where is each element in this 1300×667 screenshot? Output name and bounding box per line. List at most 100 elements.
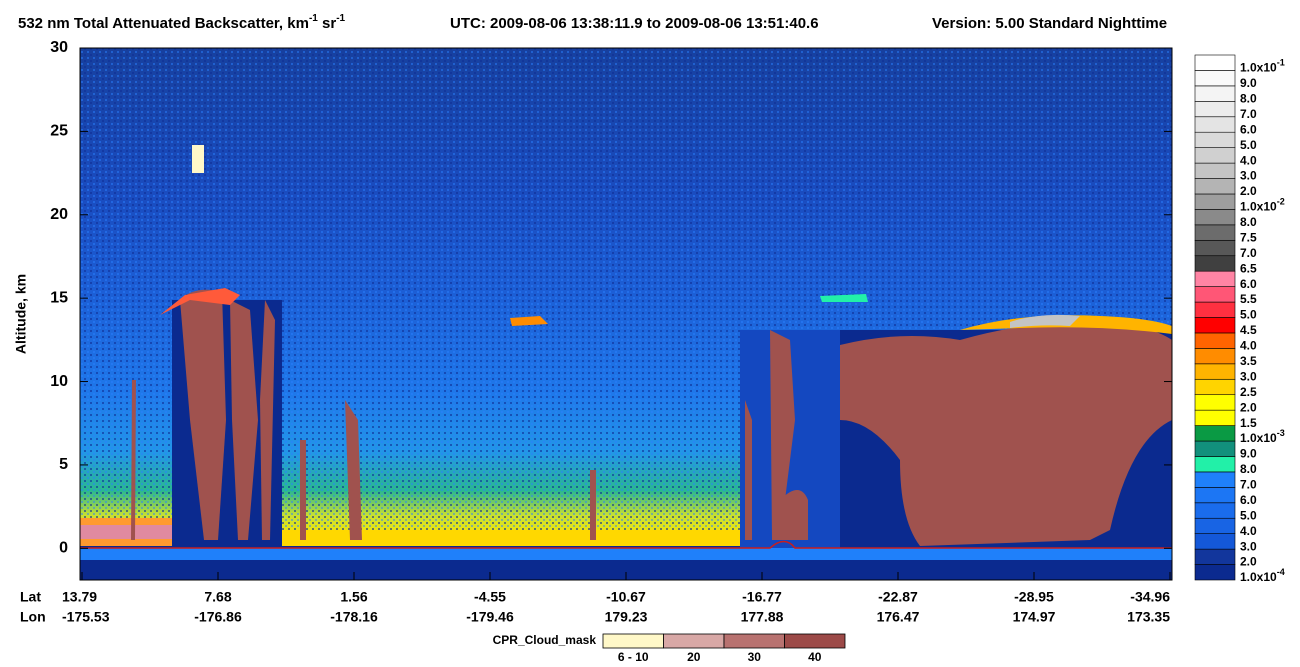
colorbar-box	[1194, 270, 1236, 287]
cloud-mask-box	[663, 633, 725, 649]
colorbar-box	[1194, 363, 1236, 380]
colorbar-box	[1194, 517, 1236, 534]
colorbar-box	[1194, 224, 1236, 241]
surface-layer	[80, 525, 180, 539]
colorbar-box	[1194, 487, 1236, 504]
colorbar-label: 9.0	[1240, 76, 1257, 90]
y-tick-label: 5	[59, 456, 68, 473]
colorbar-label: 2.0	[1240, 555, 1257, 569]
colorbar-box	[1194, 301, 1236, 318]
colorbar-label: 7.0	[1240, 107, 1257, 121]
colorbar-label: 8.0	[1240, 215, 1257, 229]
colorbar-label: 2.5	[1240, 385, 1257, 399]
colorbar-box	[1194, 286, 1236, 303]
colorbar-label: 1.0x10-3	[1240, 428, 1285, 445]
cloud-mask-box	[723, 633, 785, 649]
colorbar-box	[1194, 348, 1236, 365]
colorbar-label: 1.0x10-2	[1240, 197, 1285, 214]
colorbar-label: 5.0	[1240, 308, 1257, 322]
colorbar-label: 4.5	[1240, 323, 1257, 337]
colorbar-box	[1194, 209, 1236, 226]
x-tick-label: -22.87	[878, 589, 918, 605]
colorbar-label: 1.0x10-4	[1240, 567, 1285, 584]
colorbar-box	[1194, 409, 1236, 426]
y-tick-label: 15	[50, 289, 68, 306]
colorbar-box	[1194, 332, 1236, 349]
x-tick-label: 176.47	[877, 609, 920, 625]
title: 532 nm Total Attenuated Backscatter, km -…	[18, 13, 346, 32]
x-tick-label: 13.79	[62, 589, 97, 605]
version: Version: 5.00 Standard Nighttime	[932, 15, 1167, 32]
colorbar-box	[1194, 378, 1236, 396]
colorbar-label: 5.0	[1240, 508, 1257, 522]
colorbar-label: 1.0x10-1	[1240, 58, 1285, 75]
colorbar-box	[1194, 162, 1236, 179]
cloud-mask-label: 40	[808, 650, 822, 664]
cloud-mask-box	[784, 633, 846, 649]
x-tick-label: -175.53	[62, 609, 110, 625]
colorbar-label: 2.0	[1240, 184, 1257, 198]
colorbar-box	[1194, 147, 1236, 164]
cloud-top	[160, 145, 1172, 334]
title-text: 532 nm Total Attenuated Backscatter, km	[18, 15, 309, 32]
colorbar-box	[1194, 317, 1236, 334]
colorbar-label: 7.0	[1240, 478, 1257, 492]
colorbar-label: 8.0	[1240, 91, 1257, 105]
colorbar-box	[1194, 116, 1236, 133]
colorbar-label-base: 1.0x10	[1240, 431, 1277, 445]
subsurface	[80, 560, 1172, 580]
curtain	[80, 48, 1172, 580]
colorbar-label: 6.5	[1240, 261, 1257, 275]
x-row-label: Lon	[20, 609, 46, 625]
colorbar-box	[1194, 533, 1236, 550]
colorbar-label: 3.0	[1240, 539, 1257, 553]
colorbar-box	[1194, 471, 1236, 488]
colorbar-box	[1194, 239, 1236, 257]
colorbar-box	[1194, 193, 1236, 210]
colorbar-label-base: 1.0x10	[1240, 570, 1277, 584]
colorbar-label: 2.0	[1240, 400, 1257, 414]
x-tick-label: 177.88	[741, 609, 784, 625]
cloud-mask-label: 20	[687, 650, 701, 664]
subsurface	[80, 548, 1172, 560]
cloud-mask-title: CPR_Cloud_mask	[493, 633, 597, 647]
colorbar-label: 1.5	[1240, 416, 1257, 430]
colorbar-label: 3.5	[1240, 354, 1257, 368]
colorbar-label-exp: -2	[1277, 197, 1285, 207]
colorbar-label: 7.0	[1240, 246, 1257, 260]
colorbar-label: 9.0	[1240, 447, 1257, 461]
cloud-mask-label: 6 - 10	[618, 650, 649, 664]
x-row-label: Lat	[20, 589, 41, 605]
colorbar-box	[1194, 85, 1236, 102]
colorbar-label: 3.0	[1240, 169, 1257, 183]
colorbar-label: 6.0	[1240, 277, 1257, 291]
colorbar-box	[1194, 70, 1236, 87]
colorbar-label: 4.0	[1240, 339, 1257, 353]
surface-layer	[270, 530, 750, 546]
colorbar-box	[1194, 54, 1236, 71]
colorbar-label: 3.0	[1240, 369, 1257, 383]
x-tick-label: -178.16	[330, 609, 378, 625]
colorbar-box	[1194, 425, 1236, 442]
y-tick-label: 30	[50, 39, 68, 56]
colorbar-label-base: 1.0x10	[1240, 200, 1277, 214]
colorbar-box	[1194, 394, 1236, 411]
colorbar-box	[1194, 456, 1236, 473]
colorbar-box	[1194, 178, 1236, 195]
colorbar-label: 5.0	[1240, 138, 1257, 152]
colorbar-label-exp: -3	[1277, 428, 1285, 438]
x-tick-label: -34.96	[1130, 589, 1170, 605]
colorbar-label: 6.0	[1240, 122, 1257, 136]
title-text: sr	[318, 15, 337, 32]
time-range: UTC: 2009-08-06 13:38:11.9 to 2009-08-06…	[450, 15, 819, 32]
cloud-mask-box	[602, 633, 664, 649]
colorbar-label: 6.0	[1240, 493, 1257, 507]
title-sup: -1	[336, 13, 345, 24]
colorbar-label: 7.5	[1240, 230, 1257, 244]
colorbar-box	[1194, 255, 1236, 272]
colorbar-label: 5.5	[1240, 292, 1257, 306]
colorbar-box	[1194, 548, 1236, 565]
x-tick-label: 174.97	[1013, 609, 1056, 625]
x-tick-label: -179.46	[466, 609, 514, 625]
